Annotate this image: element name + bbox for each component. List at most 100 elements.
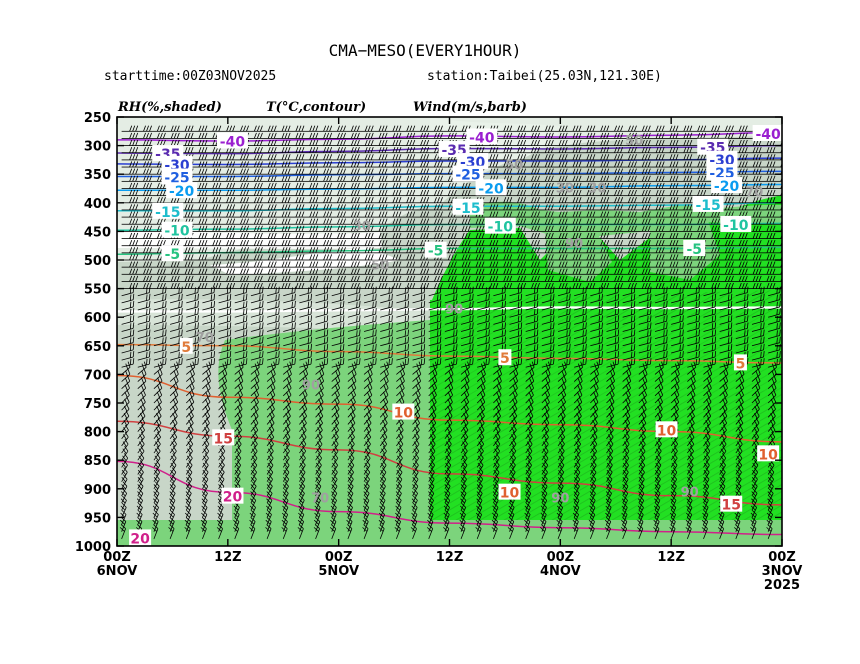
wind-barb-feather	[537, 232, 540, 239]
wind-barb-feather	[129, 182, 133, 189]
wind-barb-feather	[409, 182, 413, 189]
wind-barb-feather	[409, 154, 413, 161]
wind-barb-feather	[378, 204, 382, 211]
wind-barb-feather	[744, 247, 748, 253]
wind-barb-feather	[226, 316, 229, 323]
wind-barb-feather	[337, 189, 340, 196]
wind-barb-feather	[229, 161, 233, 168]
wind-barb	[428, 299, 441, 304]
wind-barb	[218, 306, 231, 311]
wind-barb-feather	[633, 261, 637, 268]
wind-barb-feather	[550, 204, 554, 211]
wind-barb-feather	[243, 254, 246, 261]
wind-barb-feather	[766, 254, 770, 261]
wind-barb-feather	[669, 254, 673, 261]
wind-barb-feather	[353, 268, 357, 275]
wind-barb-feather	[312, 161, 316, 168]
wind-barb-feather	[544, 275, 548, 282]
wind-barb	[250, 313, 263, 318]
wind-barb-feather	[784, 183, 786, 189]
wind-barb-feather	[323, 316, 326, 323]
wind-barb-feather	[267, 225, 271, 232]
wind-barb-feather	[229, 282, 233, 289]
wind-barb-feather	[531, 261, 534, 268]
wind-barb-feather	[738, 261, 742, 268]
wind-barb-feather	[752, 154, 756, 161]
wind-barb-feather	[600, 197, 604, 203]
wind-barb-feather	[697, 182, 701, 189]
wind-barb-feather	[253, 211, 257, 218]
wind-barb-feather	[240, 239, 243, 246]
wind-barb-feather	[204, 146, 208, 153]
wind-barb-feather	[149, 139, 152, 146]
wind-barb-feather	[683, 261, 687, 268]
wind-barb-feather	[378, 154, 382, 161]
wind-barb	[170, 292, 182, 297]
wind-barb-feather	[350, 254, 354, 261]
wind-barb	[266, 292, 279, 297]
wind-barb-feather	[697, 218, 701, 225]
wind-barb-feather	[658, 275, 662, 282]
wind-barb-feather	[215, 197, 219, 203]
wind-barb	[541, 292, 554, 297]
wind-barb-feather	[187, 239, 191, 246]
wind-barb-feather	[343, 232, 346, 239]
wind-barb-feather	[329, 189, 333, 196]
wind-barb-feather	[547, 239, 551, 246]
wind-barb-feather	[447, 175, 451, 182]
wind-barb-feather	[343, 211, 346, 218]
wind-barb-feather	[370, 182, 374, 189]
wind-barb-feather	[173, 132, 177, 139]
wind-barb-feather	[564, 254, 568, 261]
wind-barb-feather	[564, 125, 568, 132]
wind-barb-feather	[485, 287, 487, 294]
wind-barb-feather	[627, 182, 631, 189]
wind-barb-feather	[135, 275, 139, 282]
wind-barb	[218, 313, 231, 318]
wind-barb-feather	[627, 247, 631, 253]
wind-barb-feather	[440, 225, 443, 232]
wind-barb-feather	[256, 239, 260, 246]
wind-barb-feather	[273, 211, 277, 218]
wind-barb-feather	[259, 168, 263, 175]
wind-barb-feather	[469, 301, 471, 308]
wind-barb-feather	[523, 247, 527, 253]
wind-barb-feather	[695, 308, 698, 315]
wind-barb-feather	[769, 275, 773, 282]
wind-barb-feather	[447, 247, 451, 253]
wind-barb-feather	[730, 268, 734, 275]
wind-barb-feather	[663, 308, 665, 315]
wind-barb-feather	[226, 247, 230, 253]
wind-barb-feather	[407, 286, 409, 293]
wind-barb-feather	[672, 146, 676, 153]
wind-barb-feather	[398, 261, 402, 268]
wind-barb-feather	[267, 182, 271, 189]
wind-barb-feather	[617, 182, 621, 189]
wind-barb-feather	[672, 211, 676, 218]
wind-barb-feather	[669, 204, 673, 211]
wind-barb-feather	[350, 225, 354, 232]
wind-barb-feather	[315, 232, 319, 239]
wind-barb-feather	[655, 125, 659, 132]
wind-barb-feather	[226, 294, 229, 301]
wind-barb-feather	[406, 211, 410, 218]
wind-barb-feather	[450, 182, 454, 189]
wind-barb-feather	[287, 125, 291, 132]
wind-barb-feather	[256, 261, 260, 268]
wind-barb-feather	[501, 308, 504, 315]
wind-barb-feather	[149, 154, 152, 161]
wind-barb-feather	[353, 282, 357, 289]
wind-barb-feather	[143, 132, 146, 139]
wind-barb-feather	[294, 293, 296, 300]
wind-barb-feather	[614, 204, 618, 211]
wind-barb-feather	[159, 189, 163, 196]
wind-barb-feather	[201, 132, 205, 139]
wind-barb-feather	[423, 282, 427, 289]
wind-barb-feather	[741, 197, 745, 203]
wind-barb-feather	[592, 268, 596, 275]
wind-barb-feather	[727, 261, 731, 268]
wind-barb-feather	[198, 189, 202, 196]
wind-barb-feather	[717, 211, 720, 218]
wind-barb-feather	[395, 175, 399, 182]
wind-barb-feather	[537, 211, 540, 218]
